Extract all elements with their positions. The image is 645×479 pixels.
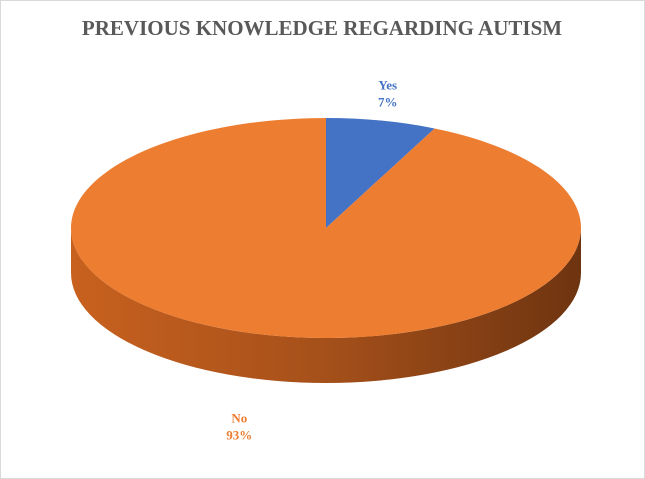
data-label-category: No (231, 410, 247, 425)
pie-slice (326, 118, 435, 228)
pie-side (71, 228, 581, 383)
chart-title: PREVIOUS KNOWLEDGE REGARDING AUTISM (82, 16, 562, 40)
data-label-value: 93% (226, 427, 252, 442)
data-label-value: 7% (378, 94, 398, 109)
pie-slice (70, 118, 581, 338)
data-label-category: Yes (378, 77, 397, 92)
